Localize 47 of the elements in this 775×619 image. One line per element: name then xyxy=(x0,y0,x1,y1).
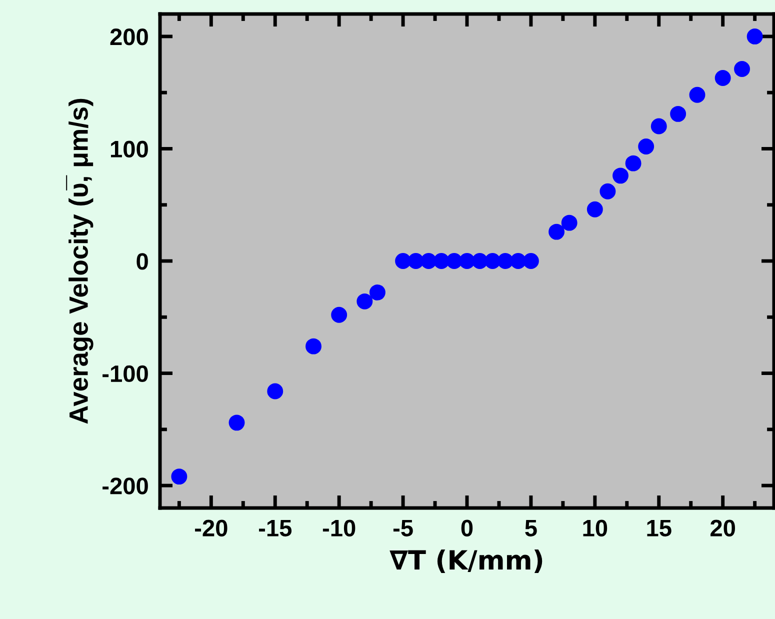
x-tick-label: 10 xyxy=(583,520,608,536)
point xyxy=(497,253,514,269)
point xyxy=(395,253,412,269)
point xyxy=(689,86,706,103)
point xyxy=(267,383,284,400)
point xyxy=(548,224,565,240)
point xyxy=(561,214,578,231)
point xyxy=(484,253,501,269)
point xyxy=(600,183,616,200)
x-tick-label: -5 xyxy=(393,520,413,536)
point xyxy=(356,293,373,310)
point xyxy=(734,61,750,77)
point xyxy=(472,253,488,269)
point xyxy=(612,168,628,184)
point xyxy=(746,28,763,44)
x-tick-label: -20 xyxy=(195,520,228,536)
y-tick-label: -200 xyxy=(102,478,148,494)
point xyxy=(586,201,603,218)
point xyxy=(433,253,450,269)
y-axis-title: Average Velocity (υ̅, μm/s) xyxy=(66,98,94,424)
y-tick-label: -100 xyxy=(102,365,148,382)
point xyxy=(510,253,526,269)
point xyxy=(369,284,386,300)
point xyxy=(714,70,731,86)
x-tick-label: 15 xyxy=(647,520,672,536)
point xyxy=(670,106,686,122)
x-tick-label: -15 xyxy=(258,520,292,536)
point xyxy=(650,118,667,134)
x-tick-label: 20 xyxy=(710,520,735,536)
point xyxy=(446,253,462,269)
point xyxy=(459,253,475,269)
x-tick-label: 5 xyxy=(525,520,537,536)
point xyxy=(408,253,424,269)
point xyxy=(228,414,245,431)
y-tick-label: 100 xyxy=(110,140,148,158)
x-axis-title: ∇T (K/mm) xyxy=(390,549,542,573)
point xyxy=(522,253,539,269)
point xyxy=(171,468,188,485)
point xyxy=(625,155,642,172)
point xyxy=(331,306,348,323)
point xyxy=(420,253,437,269)
point xyxy=(638,138,654,154)
x-tick-label: -10 xyxy=(322,520,356,536)
y-tick-label: 200 xyxy=(110,28,148,46)
point xyxy=(306,338,322,354)
y-tick-label: 0 xyxy=(136,253,148,270)
x-tick-label: 0 xyxy=(461,520,473,536)
